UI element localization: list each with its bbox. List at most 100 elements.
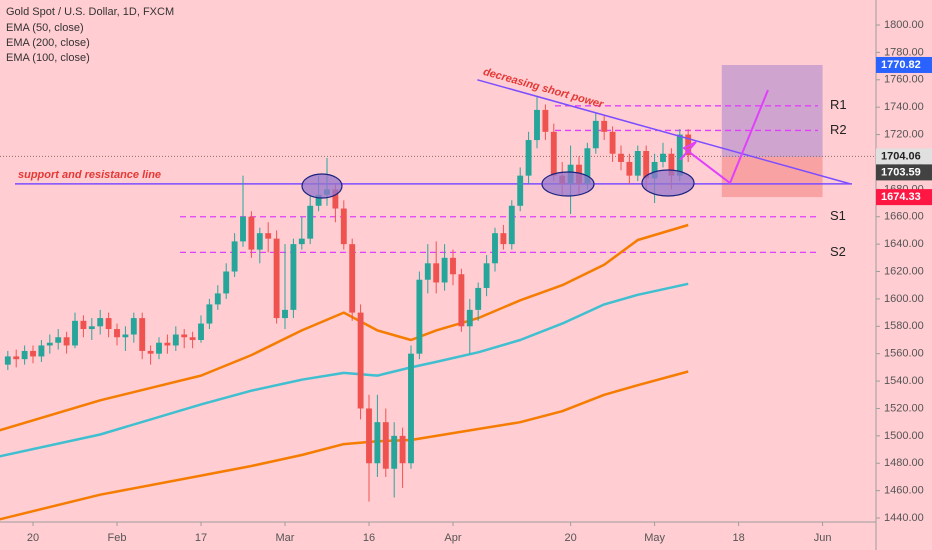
candle-body (366, 408, 372, 464)
candle-body (164, 342, 171, 346)
chart-title: Gold Spot / U.S. Dollar, 1D, FXCM (6, 6, 174, 18)
x-tick-label: 17 (195, 532, 207, 544)
candle-body (189, 337, 196, 340)
price-tag (876, 148, 932, 165)
candle-body (592, 120, 599, 149)
x-tick-label: Mar (276, 532, 295, 544)
y-tick-label: 1520.00 (884, 402, 924, 414)
candle-body (618, 153, 624, 162)
x-tick-label: 18 (732, 532, 744, 544)
candle-body (114, 329, 120, 338)
candle-body (475, 287, 482, 310)
candle-body (63, 337, 70, 346)
candle-body (492, 233, 498, 264)
y-tick-label: 1720.00 (884, 128, 924, 140)
candle-body (340, 208, 347, 245)
candle-body (466, 309, 473, 327)
highlight-ellipse (641, 169, 695, 197)
candle-body (256, 233, 263, 250)
price-tag (876, 164, 932, 181)
candle-body (374, 422, 381, 464)
y-tick-label: 1800.00 (884, 19, 924, 31)
y-tick-label: 1660.00 (884, 211, 924, 223)
candle-body (357, 312, 364, 409)
y-tick-label: 1580.00 (884, 320, 924, 332)
x-tick-label: 16 (363, 532, 375, 544)
candle-body (21, 350, 28, 360)
candle-body (97, 318, 104, 327)
candle-body (46, 342, 53, 346)
y-tick-label: 1760.00 (884, 74, 924, 86)
price-tag-label: 1703.59 (881, 166, 921, 178)
x-tick-label: Feb (108, 532, 127, 544)
highlight-ellipse (301, 173, 343, 199)
candle-body (38, 345, 45, 357)
candle-body (525, 140, 532, 176)
candle-body (156, 342, 162, 354)
candle-body (315, 194, 322, 206)
candle-body (181, 334, 188, 338)
candle-body (408, 353, 414, 464)
legend-entry: EMA (100, close) (6, 52, 90, 64)
candle-body (198, 323, 204, 340)
y-tick-label: 1600.00 (884, 293, 924, 305)
y-tick-label: 1740.00 (884, 101, 924, 113)
candle-body (122, 334, 129, 338)
candle-body (290, 244, 297, 310)
candle-body (483, 263, 490, 288)
candle-body (147, 350, 154, 354)
candle-body (500, 233, 507, 245)
candle-body (517, 175, 524, 206)
candle-body (13, 356, 20, 360)
price-tag (876, 189, 932, 206)
candle-body (433, 263, 440, 283)
candle-body (139, 318, 146, 351)
candle-body (584, 148, 591, 184)
candle-body (399, 435, 406, 464)
candle-body (231, 241, 238, 272)
candle-body (534, 109, 540, 141)
y-tick-label: 1460.00 (884, 485, 924, 497)
candle-body (550, 131, 557, 176)
candle-body (88, 326, 95, 330)
candle-body (626, 161, 633, 176)
level-label: S2 (830, 244, 846, 259)
position-stop-zone (721, 157, 823, 198)
y-tick-label: 1640.00 (884, 238, 924, 250)
candle-body (80, 320, 87, 330)
candle-body (382, 422, 389, 469)
candle-body (273, 238, 280, 319)
candle-body (206, 304, 213, 324)
candle-body (240, 216, 246, 242)
x-tick-label: Apr (444, 532, 461, 544)
ema-line (0, 223, 689, 432)
level-label: R1 (830, 97, 847, 112)
candle-body (634, 151, 641, 176)
legend-entry: EMA (50, close) (6, 22, 84, 34)
candle-body (298, 238, 305, 245)
trendline (477, 79, 851, 185)
candle-body (416, 279, 423, 354)
candle-body (223, 271, 230, 294)
candle-body (450, 257, 456, 275)
level-label: S1 (830, 208, 846, 223)
candle-body (214, 293, 221, 305)
candle-body (55, 337, 62, 343)
candle-body (508, 205, 515, 245)
candle-body (668, 153, 675, 176)
level-label: R2 (830, 122, 847, 137)
candle-body (130, 318, 137, 335)
legend-entry: EMA (200, close) (6, 37, 90, 49)
y-tick-label: 1540.00 (884, 375, 924, 387)
candle-body (349, 244, 356, 313)
x-tick-label: Jun (814, 532, 832, 544)
candle-body (332, 189, 339, 209)
candle-body (248, 216, 255, 250)
candle-body (441, 257, 448, 283)
candle-body (643, 151, 650, 179)
y-tick-label: 1560.00 (884, 348, 924, 360)
candle-body (458, 274, 465, 327)
candle-body (307, 205, 314, 239)
